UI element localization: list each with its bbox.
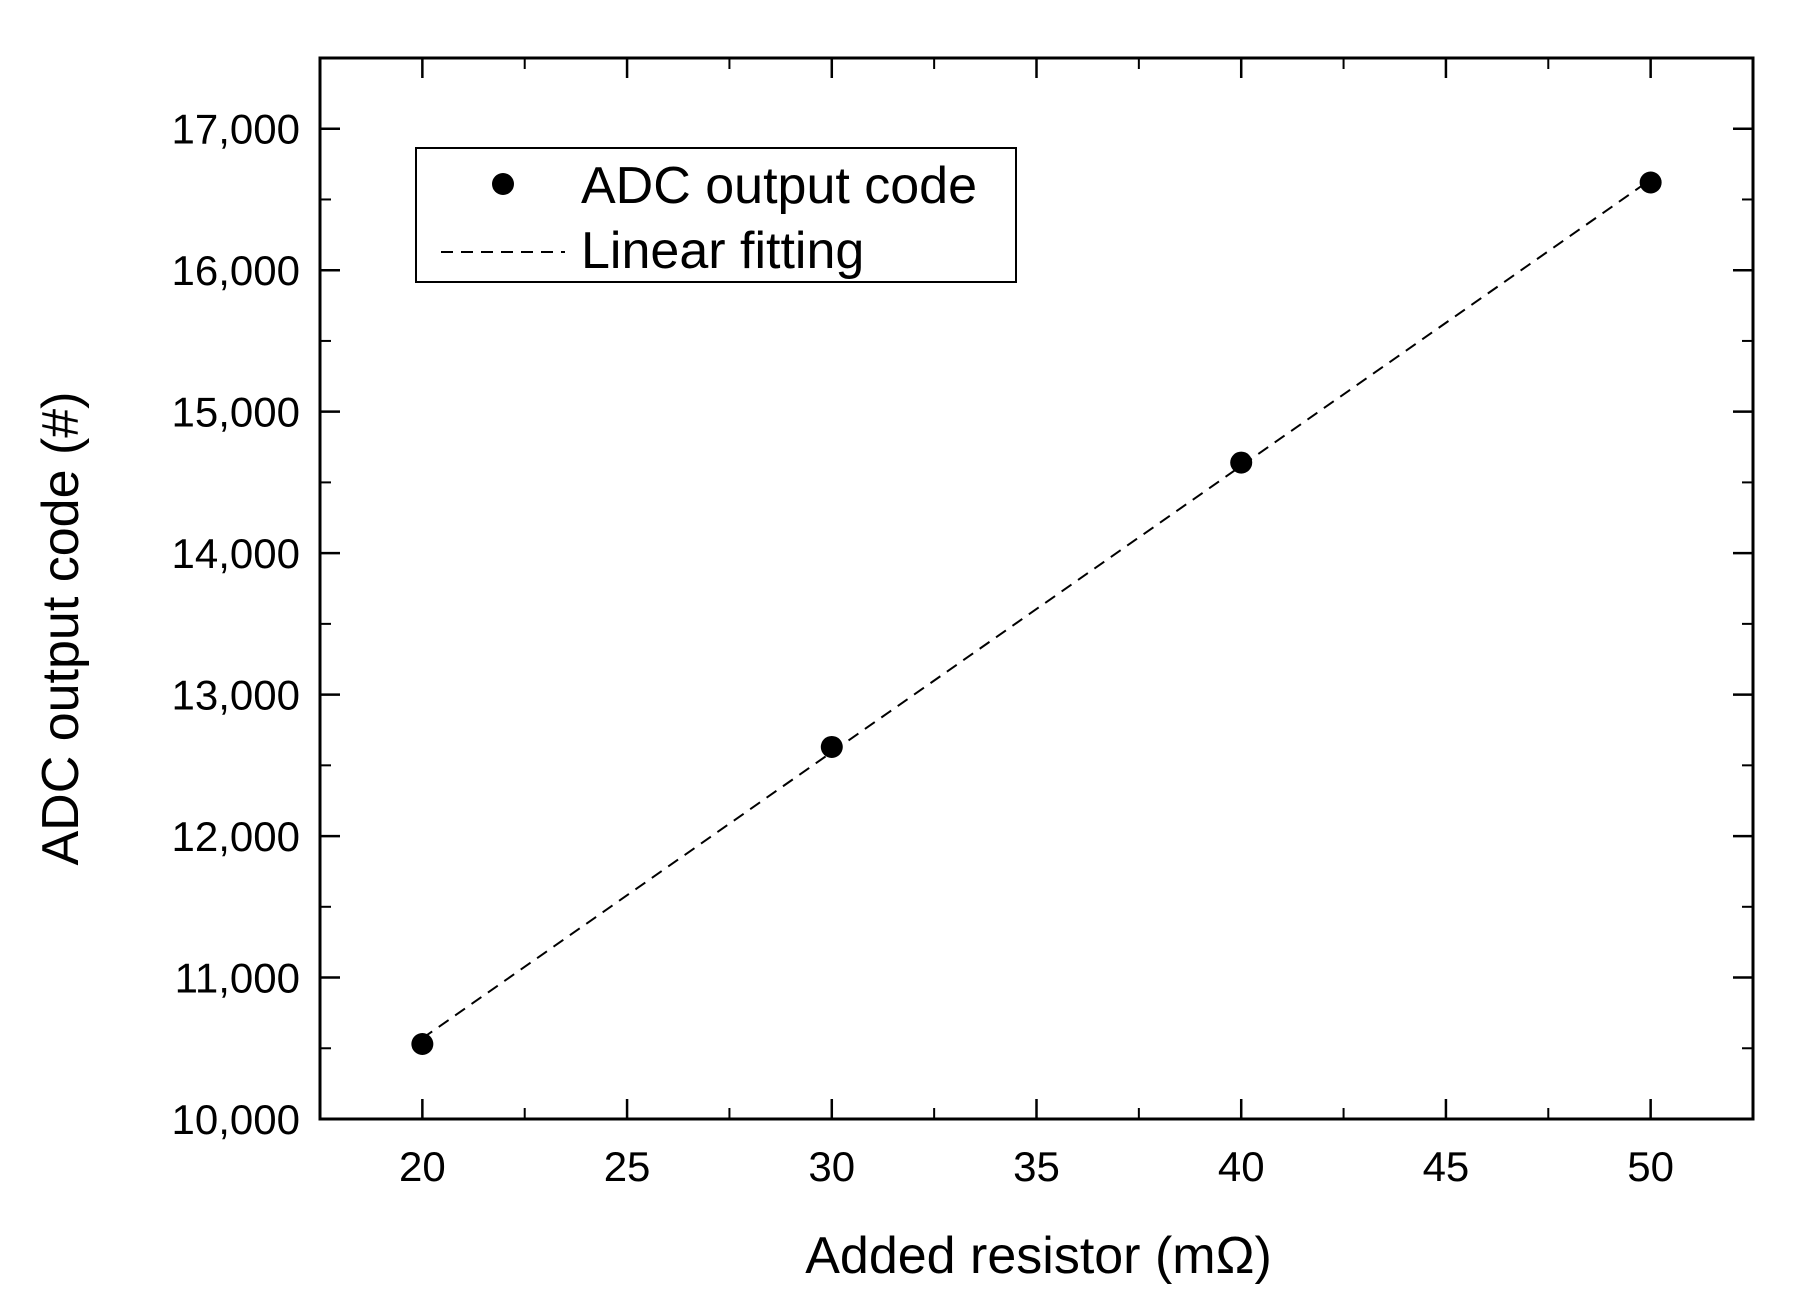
tick-labels: 20 25 30 35 40 45 50 10,000 11,000 12,000 13,000 14… xyxy=(172,106,1674,1190)
x-tick-label: 40 xyxy=(1218,1143,1265,1190)
data-point xyxy=(1230,451,1253,474)
plot-frame xyxy=(318,56,1755,1121)
y-tick-label: 15,000 xyxy=(172,389,300,436)
y-tick-label: 14,000 xyxy=(172,530,300,577)
linear-fit-line xyxy=(421,178,1652,1040)
legend-box xyxy=(415,147,1017,283)
data-point xyxy=(411,1033,434,1056)
axis-ticks xyxy=(320,58,1753,1121)
plot-data xyxy=(411,171,1662,1056)
x-tick-label: 25 xyxy=(604,1143,651,1190)
data-point xyxy=(1639,171,1662,194)
y-tick-label: 12,000 xyxy=(172,813,300,860)
x-tick-label: 20 xyxy=(399,1143,446,1190)
x-tick-label: 30 xyxy=(808,1143,855,1190)
data-point xyxy=(820,735,843,758)
y-tick-label: 13,000 xyxy=(172,672,300,719)
y-axis-title: ADC output code (#) xyxy=(32,391,90,865)
y-tick-label: 17,000 xyxy=(172,106,300,153)
x-axis-title: Added resistor (mΩ) xyxy=(805,1227,1272,1285)
legend: ADC output code Linear fitting xyxy=(415,147,1017,283)
legend-label-adc-output-code: ADC output code xyxy=(581,157,977,215)
y-tick-label: 16,000 xyxy=(172,247,300,294)
y-tick-label: 11,000 xyxy=(175,955,300,1002)
x-tick-label: 45 xyxy=(1423,1143,1470,1190)
x-tick-label: 35 xyxy=(1013,1143,1060,1190)
x-tick-label: 50 xyxy=(1627,1143,1674,1190)
y-tick-label: 10,000 xyxy=(172,1096,300,1143)
legend-label-linear-fitting: Linear fitting xyxy=(581,222,864,280)
legend-marker-icon xyxy=(492,173,514,195)
